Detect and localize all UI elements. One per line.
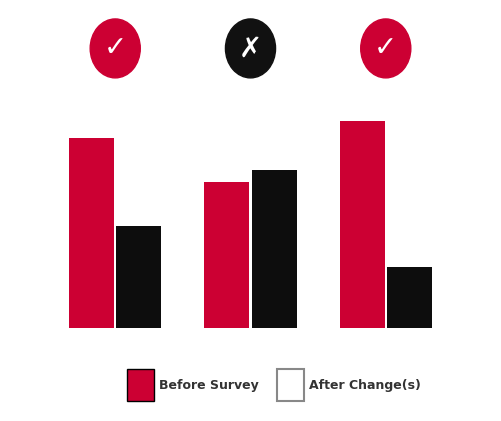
Bar <box>69 138 114 328</box>
Text: Before Survey: Before Survey <box>159 379 259 392</box>
Bar <box>387 267 432 328</box>
Text: ✓: ✓ <box>104 35 127 62</box>
Text: ✓: ✓ <box>374 35 397 62</box>
Text: After Change(s): After Change(s) <box>309 379 421 392</box>
Bar <box>340 121 385 328</box>
Bar <box>204 182 249 328</box>
Bar <box>252 170 297 328</box>
Text: ✗: ✗ <box>239 35 262 62</box>
Bar <box>116 226 161 328</box>
